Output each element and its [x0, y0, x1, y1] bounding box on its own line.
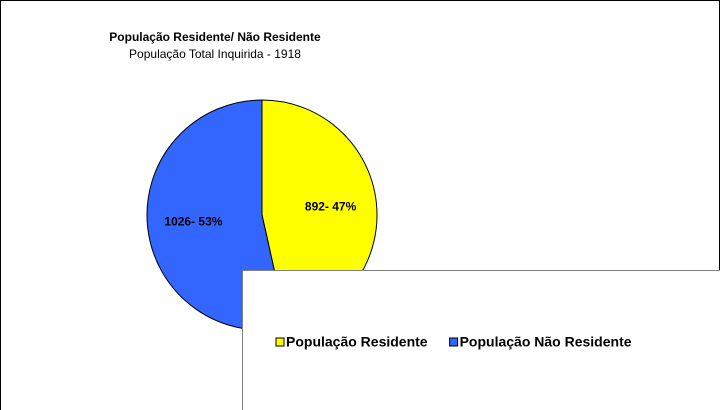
chart-title: População Residente/ Não Residente [109, 30, 321, 44]
legend-box [242, 270, 720, 410]
chart-subtitle: População Total Inquirida - 1918 [129, 47, 301, 61]
legend-swatch [449, 337, 459, 347]
legend-swatch [275, 337, 285, 347]
legend-label: População Não Residente [460, 334, 632, 350]
data-label: 1026- 53% [164, 215, 222, 229]
legend-label: População Residente [286, 334, 428, 350]
data-label: 892- 47% [305, 200, 357, 214]
